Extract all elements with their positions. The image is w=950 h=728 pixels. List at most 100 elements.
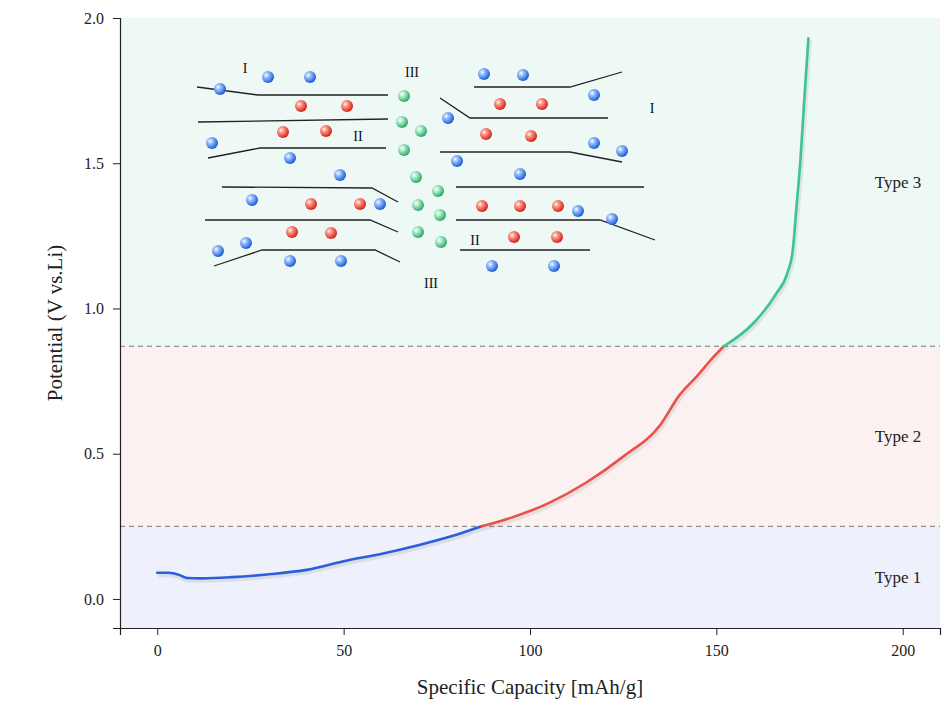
y-tick: 0.0 — [84, 591, 120, 608]
ion-ball — [525, 130, 537, 142]
ion-ball — [412, 199, 424, 211]
region-boundary — [120, 526, 940, 527]
ion-ball — [305, 198, 317, 210]
ion-ball — [354, 198, 366, 210]
x-tick: 200 — [891, 628, 915, 659]
region-label: Type 2 — [875, 427, 922, 446]
ion-ball — [284, 152, 296, 164]
ion-ball — [517, 69, 529, 81]
ion-ball — [398, 144, 410, 156]
ion-ball — [412, 226, 424, 238]
ion-ball — [508, 231, 520, 243]
region-label: Type 3 — [875, 173, 922, 192]
ion-ball — [480, 128, 492, 140]
x-tick: 0 — [154, 628, 162, 659]
ion-ball — [451, 155, 463, 167]
ion-ball — [606, 213, 618, 225]
y-tick-label: 2.0 — [84, 10, 104, 27]
y-axis: 0.0 0.5 1.0 1.5 2.0 — [84, 10, 121, 629]
y-tick: 0.5 — [84, 445, 120, 462]
ion-ball — [334, 169, 346, 181]
x-tick-label: 0 — [154, 642, 162, 659]
graphene-layer — [456, 186, 644, 187]
y-tick: 2.0 — [84, 10, 120, 27]
graphene-layer — [460, 249, 590, 250]
ion-ball — [514, 168, 526, 180]
graphene-layer — [440, 152, 622, 162]
y-axis-title: Potential (V vs.Li) — [43, 245, 67, 402]
ion-ball — [494, 98, 506, 110]
x-tick: 150 — [705, 628, 729, 659]
inset-label: I — [243, 61, 248, 76]
ion-ball — [432, 185, 444, 197]
x-tick-label: 50 — [336, 642, 352, 659]
inset-label: III — [405, 65, 419, 80]
x-tick-mark — [716, 628, 717, 635]
ion-ball — [616, 145, 628, 157]
ion-ball — [434, 209, 446, 221]
ion-ball — [341, 100, 353, 112]
y-tick-label: 0.0 — [84, 591, 104, 608]
ion-ball — [552, 200, 564, 212]
region-boundary — [120, 346, 940, 347]
y-tick-label: 1.0 — [84, 300, 104, 317]
lines — [157, 38, 809, 580]
ion-ball — [398, 90, 410, 102]
y-tick: 1.0 — [84, 300, 120, 317]
ion-ball — [536, 98, 548, 110]
x-tick: 100 — [519, 628, 543, 659]
graphene-layer — [208, 148, 386, 158]
graphene-layer — [198, 119, 388, 122]
inset-label: I — [650, 101, 655, 116]
curve-segment — [724, 38, 809, 346]
ion-ball — [246, 194, 258, 206]
x-tick-label: 200 — [891, 642, 915, 659]
y-tick-mark — [113, 308, 120, 309]
ion-ball — [486, 260, 498, 272]
region-band — [120, 18, 940, 346]
curve-shadow — [483, 348, 725, 528]
ion-ball — [442, 112, 454, 124]
ion-ball — [335, 255, 347, 267]
inset-label: III — [424, 276, 438, 291]
y-axis-line — [113, 19, 121, 629]
ion-ball — [325, 227, 337, 239]
x-tick-mark — [344, 628, 345, 635]
chart: Type 1 Type 2 Type 3 0 50 100 150 200 0.0 0.5 1.0 1… — [0, 0, 950, 728]
ion-ball — [514, 200, 526, 212]
graphene-layer — [214, 250, 400, 266]
y-tick-label: 1.5 — [84, 155, 104, 172]
x-tick: 50 — [336, 628, 352, 659]
ion-ball — [320, 125, 332, 137]
ion-ball — [410, 171, 422, 183]
x-tick-label: 150 — [705, 642, 729, 659]
ion-ball — [374, 198, 386, 210]
x-axis: 0 50 100 150 200 — [121, 628, 941, 659]
ion-ball — [415, 125, 427, 137]
graphene-layer — [474, 72, 622, 87]
x-tick-mark — [903, 628, 904, 635]
ion-ball — [476, 200, 488, 212]
ion-ball — [551, 231, 563, 243]
ion-ball — [262, 71, 274, 83]
x-axis-title: Specific Capacity [mAh/g] — [417, 675, 643, 699]
graphene-layer — [440, 98, 608, 118]
ion-ball — [304, 71, 316, 83]
inset-label: II — [353, 129, 363, 144]
ion-ball — [212, 245, 224, 257]
y-tick-mark — [113, 163, 120, 164]
x-axis-line — [121, 629, 941, 636]
curve-segment — [157, 526, 481, 578]
region-label: Type 1 — [875, 568, 922, 587]
region-band — [120, 526, 940, 628]
inset-diagram: IIIIIIIIIIII — [197, 61, 655, 291]
x-tick-mark — [157, 628, 158, 635]
x-tick-label: 100 — [519, 642, 543, 659]
ion-ball — [478, 68, 490, 80]
ion-ball — [396, 116, 408, 128]
y-tick-label: 0.5 — [84, 445, 104, 462]
ion-ball — [435, 236, 447, 248]
region-band — [120, 346, 940, 526]
ion-ball — [277, 126, 289, 138]
y-tick: 1.5 — [84, 155, 120, 172]
